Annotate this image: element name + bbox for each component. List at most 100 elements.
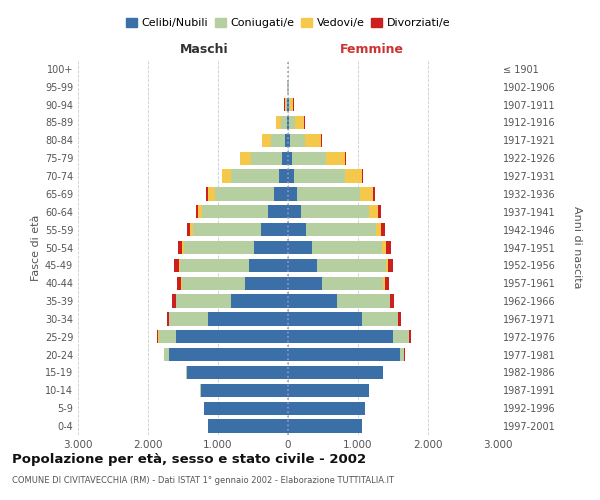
Bar: [178, 241, 288, 254]
Bar: [288, 170, 361, 183]
Bar: [288, 330, 409, 344]
Bar: [187, 366, 288, 379]
Bar: [288, 276, 383, 290]
Bar: [288, 116, 289, 129]
Bar: [222, 170, 288, 183]
Bar: [288, 420, 361, 433]
Bar: [288, 348, 404, 362]
Bar: [276, 116, 288, 129]
Bar: [176, 294, 288, 308]
Bar: [288, 402, 365, 415]
Bar: [288, 205, 369, 218]
Bar: [288, 258, 317, 272]
Bar: [274, 187, 288, 200]
Bar: [288, 258, 388, 272]
Bar: [288, 276, 389, 290]
Bar: [208, 312, 288, 326]
Bar: [179, 258, 288, 272]
Bar: [288, 223, 385, 236]
Bar: [288, 98, 290, 112]
Bar: [169, 312, 288, 326]
Bar: [288, 420, 361, 433]
Bar: [167, 312, 288, 326]
Bar: [288, 312, 398, 326]
Bar: [200, 384, 288, 397]
Bar: [200, 384, 288, 397]
Bar: [215, 187, 288, 200]
Bar: [288, 294, 394, 308]
Bar: [288, 170, 362, 183]
Bar: [288, 98, 293, 112]
Bar: [245, 276, 288, 290]
Bar: [288, 276, 322, 290]
Bar: [208, 420, 288, 433]
Bar: [288, 366, 383, 379]
Bar: [288, 402, 365, 415]
Bar: [288, 312, 401, 326]
Bar: [286, 98, 288, 112]
Bar: [169, 312, 288, 326]
Bar: [288, 187, 375, 200]
Text: Maschi: Maschi: [179, 44, 229, 57]
Bar: [288, 80, 289, 94]
Bar: [187, 223, 288, 236]
Bar: [287, 98, 288, 112]
Bar: [288, 170, 344, 183]
Y-axis label: Anni di nascita: Anni di nascita: [572, 206, 583, 289]
Bar: [288, 134, 290, 147]
Bar: [279, 170, 288, 183]
Bar: [288, 366, 383, 379]
Bar: [288, 402, 365, 415]
Bar: [288, 187, 373, 200]
Bar: [193, 223, 288, 236]
Bar: [288, 384, 369, 397]
Bar: [288, 384, 369, 397]
Bar: [288, 205, 379, 218]
Bar: [288, 152, 292, 165]
Bar: [251, 152, 288, 165]
Bar: [288, 205, 381, 218]
Bar: [206, 187, 288, 200]
Legend: Celibi/Nubili, Coniugati/e, Vedovi/e, Divorziati/e: Celibi/Nubili, Coniugati/e, Vedovi/e, Di…: [121, 13, 455, 32]
Bar: [287, 80, 288, 94]
Bar: [288, 420, 361, 433]
Bar: [284, 98, 288, 112]
Bar: [288, 348, 404, 362]
Bar: [288, 348, 405, 362]
Bar: [288, 80, 289, 94]
Bar: [288, 152, 346, 165]
Bar: [176, 330, 288, 344]
Bar: [164, 348, 288, 362]
Bar: [288, 223, 305, 236]
Bar: [184, 241, 288, 254]
Bar: [288, 241, 391, 254]
Bar: [208, 187, 288, 200]
Bar: [204, 402, 288, 415]
Bar: [287, 80, 288, 94]
Bar: [249, 258, 288, 272]
Bar: [208, 420, 288, 433]
Y-axis label: Fasce di età: Fasce di età: [31, 214, 41, 280]
Bar: [204, 402, 288, 415]
Bar: [281, 116, 288, 129]
Bar: [169, 348, 288, 362]
Bar: [288, 116, 305, 129]
Bar: [288, 420, 361, 433]
Bar: [288, 170, 293, 183]
Bar: [262, 223, 288, 236]
Bar: [288, 116, 295, 129]
Text: Popolazione per età, sesso e stato civile - 2002: Popolazione per età, sesso e stato civil…: [12, 452, 366, 466]
Bar: [185, 366, 288, 379]
Text: COMUNE DI CIVITAVECCHIA (RM) - Dati ISTAT 1° gennaio 2002 - Elaborazione TUTTITA: COMUNE DI CIVITAVECCHIA (RM) - Dati ISTA…: [12, 476, 394, 485]
Bar: [164, 348, 288, 362]
Bar: [288, 80, 289, 94]
Bar: [287, 116, 288, 129]
Bar: [185, 366, 288, 379]
Bar: [288, 223, 381, 236]
Bar: [288, 276, 385, 290]
Bar: [276, 116, 288, 129]
Bar: [288, 258, 386, 272]
Bar: [288, 134, 305, 147]
Text: Femmine: Femmine: [340, 44, 404, 57]
Bar: [208, 420, 288, 433]
